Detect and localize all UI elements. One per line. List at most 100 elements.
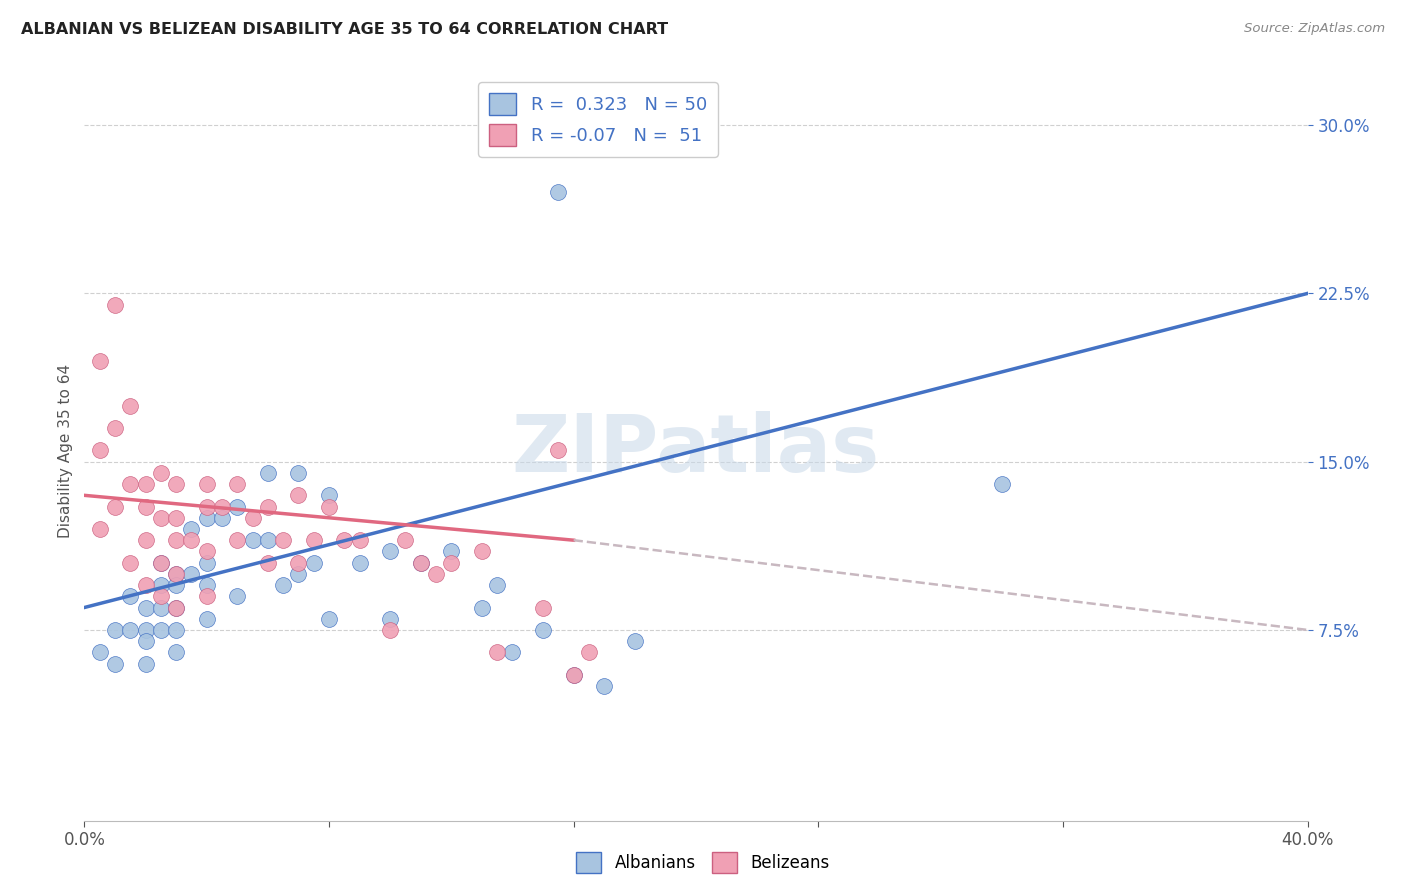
- Point: [165, 566, 187, 581]
- Point: [318, 500, 340, 514]
- Point: [991, 477, 1014, 491]
- Point: [257, 556, 280, 570]
- Point: [578, 645, 600, 659]
- Point: [165, 477, 187, 491]
- Point: [165, 578, 187, 592]
- Point: [226, 477, 249, 491]
- Point: [226, 589, 249, 603]
- Point: [180, 566, 202, 581]
- Point: [165, 600, 187, 615]
- Point: [242, 510, 264, 524]
- Point: [104, 421, 127, 435]
- Point: [149, 589, 172, 603]
- Point: [89, 645, 111, 659]
- Point: [287, 556, 309, 570]
- Point: [562, 668, 585, 682]
- Point: [104, 298, 127, 312]
- Point: [195, 612, 218, 626]
- Point: [471, 600, 494, 615]
- Point: [271, 533, 294, 548]
- Point: [135, 657, 157, 671]
- Point: [195, 510, 218, 524]
- Point: [380, 623, 402, 637]
- Point: [333, 533, 356, 548]
- Point: [349, 533, 371, 548]
- Text: ZIPatlas: ZIPatlas: [512, 411, 880, 490]
- Point: [380, 544, 402, 558]
- Point: [486, 645, 509, 659]
- Point: [409, 556, 432, 570]
- Point: [257, 500, 280, 514]
- Point: [180, 522, 202, 536]
- Point: [104, 623, 127, 637]
- Point: [624, 634, 647, 648]
- Point: [380, 612, 402, 626]
- Point: [89, 353, 111, 368]
- Point: [195, 556, 218, 570]
- Point: [149, 466, 172, 480]
- Point: [425, 566, 447, 581]
- Y-axis label: Disability Age 35 to 64: Disability Age 35 to 64: [58, 363, 73, 538]
- Point: [195, 500, 218, 514]
- Point: [287, 566, 309, 581]
- Point: [135, 600, 157, 615]
- Point: [547, 186, 569, 200]
- Point: [135, 477, 157, 491]
- Point: [440, 544, 463, 558]
- Point: [302, 533, 325, 548]
- Point: [135, 500, 157, 514]
- Point: [440, 556, 463, 570]
- Text: ALBANIAN VS BELIZEAN DISABILITY AGE 35 TO 64 CORRELATION CHART: ALBANIAN VS BELIZEAN DISABILITY AGE 35 T…: [21, 22, 668, 37]
- Point: [120, 477, 142, 491]
- Point: [165, 645, 187, 659]
- Point: [349, 556, 371, 570]
- Point: [394, 533, 416, 548]
- Point: [104, 657, 127, 671]
- Point: [195, 589, 218, 603]
- Point: [486, 578, 509, 592]
- Point: [257, 533, 280, 548]
- Point: [211, 500, 233, 514]
- Point: [242, 533, 264, 548]
- Point: [287, 488, 309, 502]
- Point: [502, 645, 524, 659]
- Point: [226, 533, 249, 548]
- Point: [135, 634, 157, 648]
- Point: [149, 600, 172, 615]
- Point: [120, 399, 142, 413]
- Legend: Albanians, Belizeans: Albanians, Belizeans: [569, 846, 837, 880]
- Point: [195, 578, 218, 592]
- Legend: R =  0.323   N = 50, R = -0.07   N =  51: R = 0.323 N = 50, R = -0.07 N = 51: [478, 82, 718, 157]
- Point: [89, 522, 111, 536]
- Point: [211, 510, 233, 524]
- Point: [165, 533, 187, 548]
- Point: [257, 466, 280, 480]
- Point: [195, 544, 218, 558]
- Point: [271, 578, 294, 592]
- Point: [165, 510, 187, 524]
- Point: [135, 623, 157, 637]
- Point: [531, 600, 554, 615]
- Point: [318, 488, 340, 502]
- Point: [226, 500, 249, 514]
- Point: [318, 612, 340, 626]
- Point: [180, 533, 202, 548]
- Point: [471, 544, 494, 558]
- Point: [562, 668, 585, 682]
- Point: [165, 566, 187, 581]
- Point: [409, 556, 432, 570]
- Text: Source: ZipAtlas.com: Source: ZipAtlas.com: [1244, 22, 1385, 36]
- Point: [547, 443, 569, 458]
- Point: [135, 578, 157, 592]
- Point: [135, 533, 157, 548]
- Point: [287, 466, 309, 480]
- Point: [149, 556, 172, 570]
- Point: [120, 556, 142, 570]
- Point: [531, 623, 554, 637]
- Point: [149, 510, 172, 524]
- Point: [120, 623, 142, 637]
- Point: [149, 623, 172, 637]
- Point: [165, 600, 187, 615]
- Point: [149, 578, 172, 592]
- Point: [302, 556, 325, 570]
